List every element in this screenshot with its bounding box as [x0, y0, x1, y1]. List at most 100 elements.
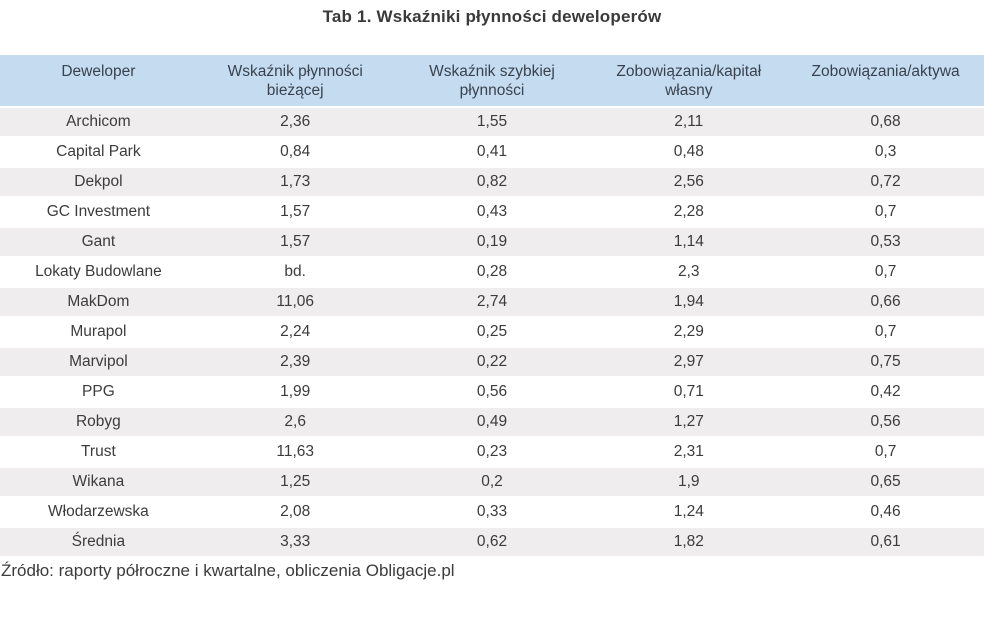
value-cell: 0,53	[787, 228, 984, 258]
value-cell: 1,14	[590, 228, 788, 258]
column-header: Zobowiązania/aktywa	[787, 55, 984, 108]
value-cell: 0,43	[393, 198, 591, 228]
value-cell: 0,84	[196, 138, 394, 168]
column-header: Deweloper	[0, 55, 197, 108]
table-row: Dekpol 1,73 0,82 2,56 0,72	[0, 168, 984, 198]
value-cell: 1,57	[196, 198, 394, 228]
value-cell: 0,2	[393, 468, 591, 498]
developer-name-cell: Marvipol	[0, 348, 197, 378]
source-note: Źródło: raporty półroczne i kwartalne, o…	[1, 561, 455, 580]
value-cell: 2,56	[590, 168, 788, 198]
value-cell: 2,08	[196, 498, 394, 528]
value-cell: 1,73	[196, 168, 394, 198]
value-cell: 0,7	[787, 258, 984, 288]
value-cell: 0,19	[393, 228, 591, 258]
table-row: Gant 1,57 0,19 1,14 0,53	[0, 228, 984, 258]
value-cell: 2,24	[196, 318, 394, 348]
developer-name-cell: Średnia	[0, 528, 197, 558]
developer-name-cell: Wikana	[0, 468, 197, 498]
value-cell: 1,99	[196, 378, 394, 408]
value-cell: 2,11	[590, 108, 788, 138]
value-cell: 0,65	[787, 468, 984, 498]
table-header-row: Deweloper Wskaźnik płynności bieżącej Wska…	[0, 55, 984, 108]
value-cell: 1,82	[590, 528, 788, 558]
table-row: Murapol 2,24 0,25 2,29 0,7	[0, 318, 984, 348]
value-cell: 0,72	[787, 168, 984, 198]
value-cell: 1,25	[196, 468, 394, 498]
value-cell: 0,25	[393, 318, 591, 348]
developer-name-cell: GC Investment	[0, 198, 197, 228]
column-header: Wskaźnik szybkiej płynności	[393, 55, 591, 108]
value-cell: 2,39	[196, 348, 394, 378]
value-cell: 2,31	[590, 438, 788, 468]
value-cell: 2,29	[590, 318, 788, 348]
table-row: MakDom 11,06 2,74 1,94 0,66	[0, 288, 984, 318]
developer-name-cell: MakDom	[0, 288, 197, 318]
table-row: GC Investment 1,57 0,43 2,28 0,7	[0, 198, 984, 228]
table-row: Archicom 2,36 1,55 2,11 0,68	[0, 108, 984, 138]
table-row: Włodarzewska 2,08 0,33 1,24 0,46	[0, 498, 984, 528]
developer-name-cell: Murapol	[0, 318, 197, 348]
value-cell: 0,71	[590, 378, 788, 408]
value-cell: 0,62	[393, 528, 591, 558]
table-row: Trust 11,63 0,23 2,31 0,7	[0, 438, 984, 468]
value-cell: 2,3	[590, 258, 788, 288]
value-cell: 0,23	[393, 438, 591, 468]
table-row: PPG 1,99 0,56 0,71 0,42	[0, 378, 984, 408]
value-cell: 0,3	[787, 138, 984, 168]
value-cell: 2,36	[196, 108, 394, 138]
column-header: Zobowiązania/kapitał własny	[590, 55, 788, 108]
developer-name-cell: Capital Park	[0, 138, 197, 168]
table-row: Capital Park 0,84 0,41 0,48 0,3	[0, 138, 984, 168]
table-row: Wikana 1,25 0,2 1,9 0,65	[0, 468, 984, 498]
table-row: Lokaty Budowlane bd. 0,28 2,3 0,7	[0, 258, 984, 288]
value-cell: 0,75	[787, 348, 984, 378]
value-cell: bd.	[196, 258, 394, 288]
developer-name-cell: Archicom	[0, 108, 197, 138]
value-cell: 1,55	[393, 108, 591, 138]
value-cell: 2,97	[590, 348, 788, 378]
value-cell: 0,49	[393, 408, 591, 438]
table-row: Marvipol 2,39 0,22 2,97 0,75	[0, 348, 984, 378]
value-cell: 0,7	[787, 198, 984, 228]
value-cell: 11,63	[196, 438, 394, 468]
value-cell: 0,22	[393, 348, 591, 378]
value-cell: 1,9	[590, 468, 788, 498]
developer-name-cell: Robyg	[0, 408, 197, 438]
value-cell: 0,7	[787, 318, 984, 348]
value-cell: 11,06	[196, 288, 394, 318]
value-cell: 1,24	[590, 498, 788, 528]
value-cell: 2,74	[393, 288, 591, 318]
value-cell: 3,33	[196, 528, 394, 558]
value-cell: 0,33	[393, 498, 591, 528]
value-cell: 0,56	[787, 408, 984, 438]
column-header: Wskaźnik płynności bieżącej	[196, 55, 394, 108]
value-cell: 0,66	[787, 288, 984, 318]
value-cell: 0,82	[393, 168, 591, 198]
developer-name-cell: Lokaty Budowlane	[0, 258, 197, 288]
table-header: Deweloper Wskaźnik płynności bieżącej Wska…	[0, 55, 984, 108]
developer-name-cell: Włodarzewska	[0, 498, 197, 528]
value-cell: 0,28	[393, 258, 591, 288]
value-cell: 1,57	[196, 228, 394, 258]
table-body: Archicom 2,36 1,55 2,11 0,68 Capital Park 0,84…	[0, 108, 984, 558]
value-cell: 1,94	[590, 288, 788, 318]
liquidity-indicators-table: Deweloper Wskaźnik płynności bieżącej Wska…	[0, 55, 984, 558]
value-cell: 0,42	[787, 378, 984, 408]
value-cell: 1,27	[590, 408, 788, 438]
value-cell: 2,28	[590, 198, 788, 228]
table-title: Tab 1. Wskaźniki płynności deweloperów	[322, 7, 662, 26]
table-row: Robyg 2,6 0,49 1,27 0,56	[0, 408, 984, 438]
value-cell: 0,48	[590, 138, 788, 168]
value-cell: 0,56	[393, 378, 591, 408]
developer-name-cell: Trust	[0, 438, 197, 468]
value-cell: 0,41	[393, 138, 591, 168]
value-cell: 0,61	[787, 528, 984, 558]
table-row: Średnia 3,33 0,62 1,82 0,61	[0, 528, 984, 558]
value-cell: 2,6	[196, 408, 394, 438]
developer-name-cell: Dekpol	[0, 168, 197, 198]
value-cell: 0,46	[787, 498, 984, 528]
value-cell: 0,68	[787, 108, 984, 138]
developer-name-cell: Gant	[0, 228, 197, 258]
